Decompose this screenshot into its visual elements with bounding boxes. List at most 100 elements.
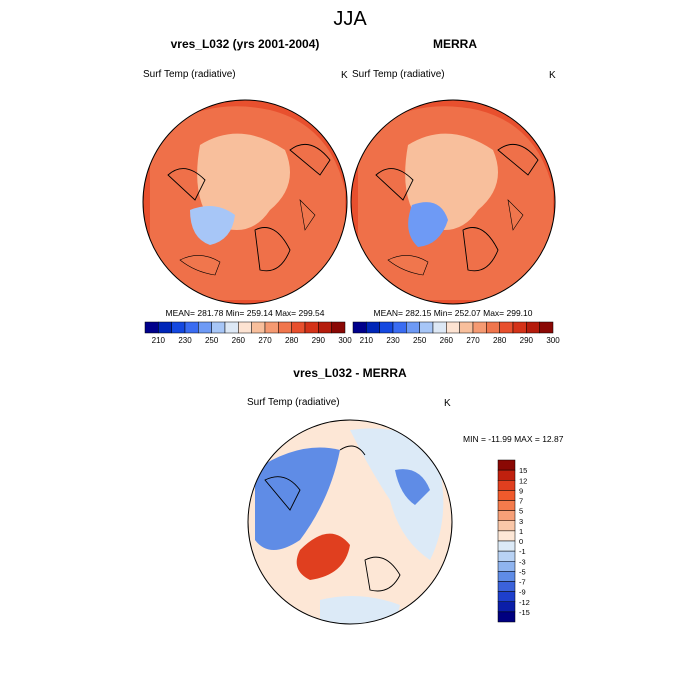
colorbar-swatch	[171, 321, 186, 334]
diff-colorbar-tick-label: -1	[519, 547, 526, 556]
diff-unit-label: K	[444, 398, 451, 409]
panel2-title: MERRA	[433, 37, 477, 51]
diff-panel-title: vres_L032 - MERRA	[293, 366, 407, 380]
colorbar-tick-label: 250	[205, 336, 219, 345]
colorbar-swatch	[459, 321, 474, 334]
diff-colorbar-swatch	[497, 550, 516, 562]
panel1-variable-label: Surf Temp (radiative)	[143, 69, 236, 80]
colorbar-swatch	[486, 321, 500, 334]
diff-colorbar-tick-label: -3	[519, 557, 526, 566]
panel2-colorbar: 210 230 250 260 270 280 290 300	[352, 321, 560, 345]
colorbar-tick-label: 230	[386, 336, 400, 345]
colorbar-swatch	[432, 321, 447, 334]
diff-colorbar-swatch	[497, 469, 516, 481]
diff-south-patch	[320, 596, 400, 624]
panel1-greenland-cold	[190, 206, 235, 245]
colorbar-tick-label: 270	[466, 336, 480, 345]
diff-cool-region-east	[350, 428, 444, 560]
panel1-border	[142, 99, 348, 305]
colorbar-tick-label: 210	[152, 336, 166, 345]
panel2-border	[350, 99, 556, 305]
diff-map	[248, 420, 452, 624]
colorbar-tick-label: 280	[285, 336, 299, 345]
panel1-polar-region	[197, 133, 290, 230]
diff-colorbar-tick-label: -5	[519, 567, 526, 576]
colorbar-swatch	[291, 321, 306, 334]
colorbar-swatch	[184, 321, 199, 334]
colorbar-tick-label: 210	[360, 336, 374, 345]
colorbar-tick-label: 300	[546, 336, 560, 345]
diff-cold-patch-east	[395, 469, 430, 505]
diff-colorbar-tick-label: -9	[519, 588, 526, 597]
colorbar-tick-label: 260	[232, 336, 246, 345]
diff-colorbar-tick-label: 0	[519, 537, 523, 546]
diff-colorbar-swatch	[497, 500, 516, 511]
colorbar-swatch	[198, 321, 212, 334]
colorbar-tick-label: 290	[520, 336, 534, 345]
figure-title: JJA	[333, 8, 367, 30]
diff-border	[247, 419, 453, 625]
colorbar-swatch	[304, 321, 319, 334]
diff-colorbar-tick-label: 5	[519, 507, 523, 516]
panel2-variable-label: Surf Temp (radiative)	[352, 69, 445, 80]
colorbar-swatch	[331, 321, 346, 334]
diff-stats: MIN = -11.99 MAX = 12.87	[463, 434, 564, 444]
colorbar-tick-label: 280	[493, 336, 507, 345]
diff-colorbar-tick-label: -15	[519, 608, 530, 617]
diff-variable-label: Surf Temp (radiative)	[247, 397, 340, 408]
panel1-title: vres_L032 (yrs 2001-2004)	[170, 37, 320, 51]
diff-cold-region-west	[255, 447, 340, 550]
panel1-stats: MEAN= 281.78 Min= 259.14 Max= 299.54	[165, 308, 325, 318]
diff-colorbar-tick-label: 7	[519, 497, 523, 506]
diff-colorbar-swatch	[497, 480, 516, 491]
panel2-unit-label: K	[549, 70, 556, 81]
diff-colorbar-swatch	[497, 510, 516, 521]
diff-colorbar-swatch	[497, 571, 516, 582]
colorbar-tick-label: 230	[178, 336, 192, 345]
diff-colorbar-swatch	[497, 561, 516, 572]
diff-greenland-warm	[296, 533, 350, 580]
colorbar-swatch	[264, 321, 279, 334]
colorbar-tick-label: 260	[440, 336, 454, 345]
diff-colorbar-tick-label: 15	[519, 466, 527, 475]
colorbar-swatch	[539, 321, 554, 334]
diff-colorbar-swatch	[497, 520, 516, 532]
colorbar-swatch	[238, 321, 252, 334]
diff-colorbar-tick-label: 12	[519, 476, 527, 485]
diff-colorbar-tick-label: -12	[519, 598, 530, 607]
panel1-unit-label: K	[341, 70, 348, 81]
diff-colorbar-swatch	[497, 490, 516, 501]
colorbar-swatch	[419, 321, 434, 334]
colorbar-swatch	[211, 321, 226, 334]
colorbar-tick-label: 290	[312, 336, 326, 345]
diff-colorbar-swatch	[497, 459, 516, 471]
colorbar-swatch	[352, 321, 367, 334]
panel2-land-patches	[387, 199, 524, 276]
colorbar-swatch	[318, 321, 332, 334]
colorbar-swatch	[472, 321, 487, 334]
colorbar-swatch	[251, 321, 266, 334]
colorbar-swatch	[446, 321, 460, 334]
diff-colorbar-swatch	[497, 581, 516, 592]
colorbar-tick-label: 300	[338, 336, 352, 345]
colorbar-swatch	[144, 321, 159, 334]
colorbar-swatch	[526, 321, 540, 334]
panel1-colorbar: 210 230 250 260 270 280 290 300	[144, 321, 352, 345]
panel1-land-patches	[179, 199, 316, 276]
diff-colorbar-swatch	[497, 530, 516, 542]
colorbar-swatch	[278, 321, 292, 334]
colorbar-swatch	[224, 321, 239, 334]
colorbar-tick-label: 250	[413, 336, 427, 345]
panel2-stats: MEAN= 282.15 Min= 252.07 Max= 299.10	[373, 308, 533, 318]
diff-coastlines	[264, 445, 401, 592]
panel2-map	[351, 100, 555, 304]
colorbar-swatch	[499, 321, 514, 334]
panel1-coastlines	[167, 143, 331, 272]
panel1-map	[143, 100, 347, 304]
colorbar-swatch	[512, 321, 527, 334]
panel2-coastlines	[375, 143, 539, 272]
diff-colorbar-swatch	[497, 611, 516, 623]
colorbar-tick-label: 270	[258, 336, 272, 345]
